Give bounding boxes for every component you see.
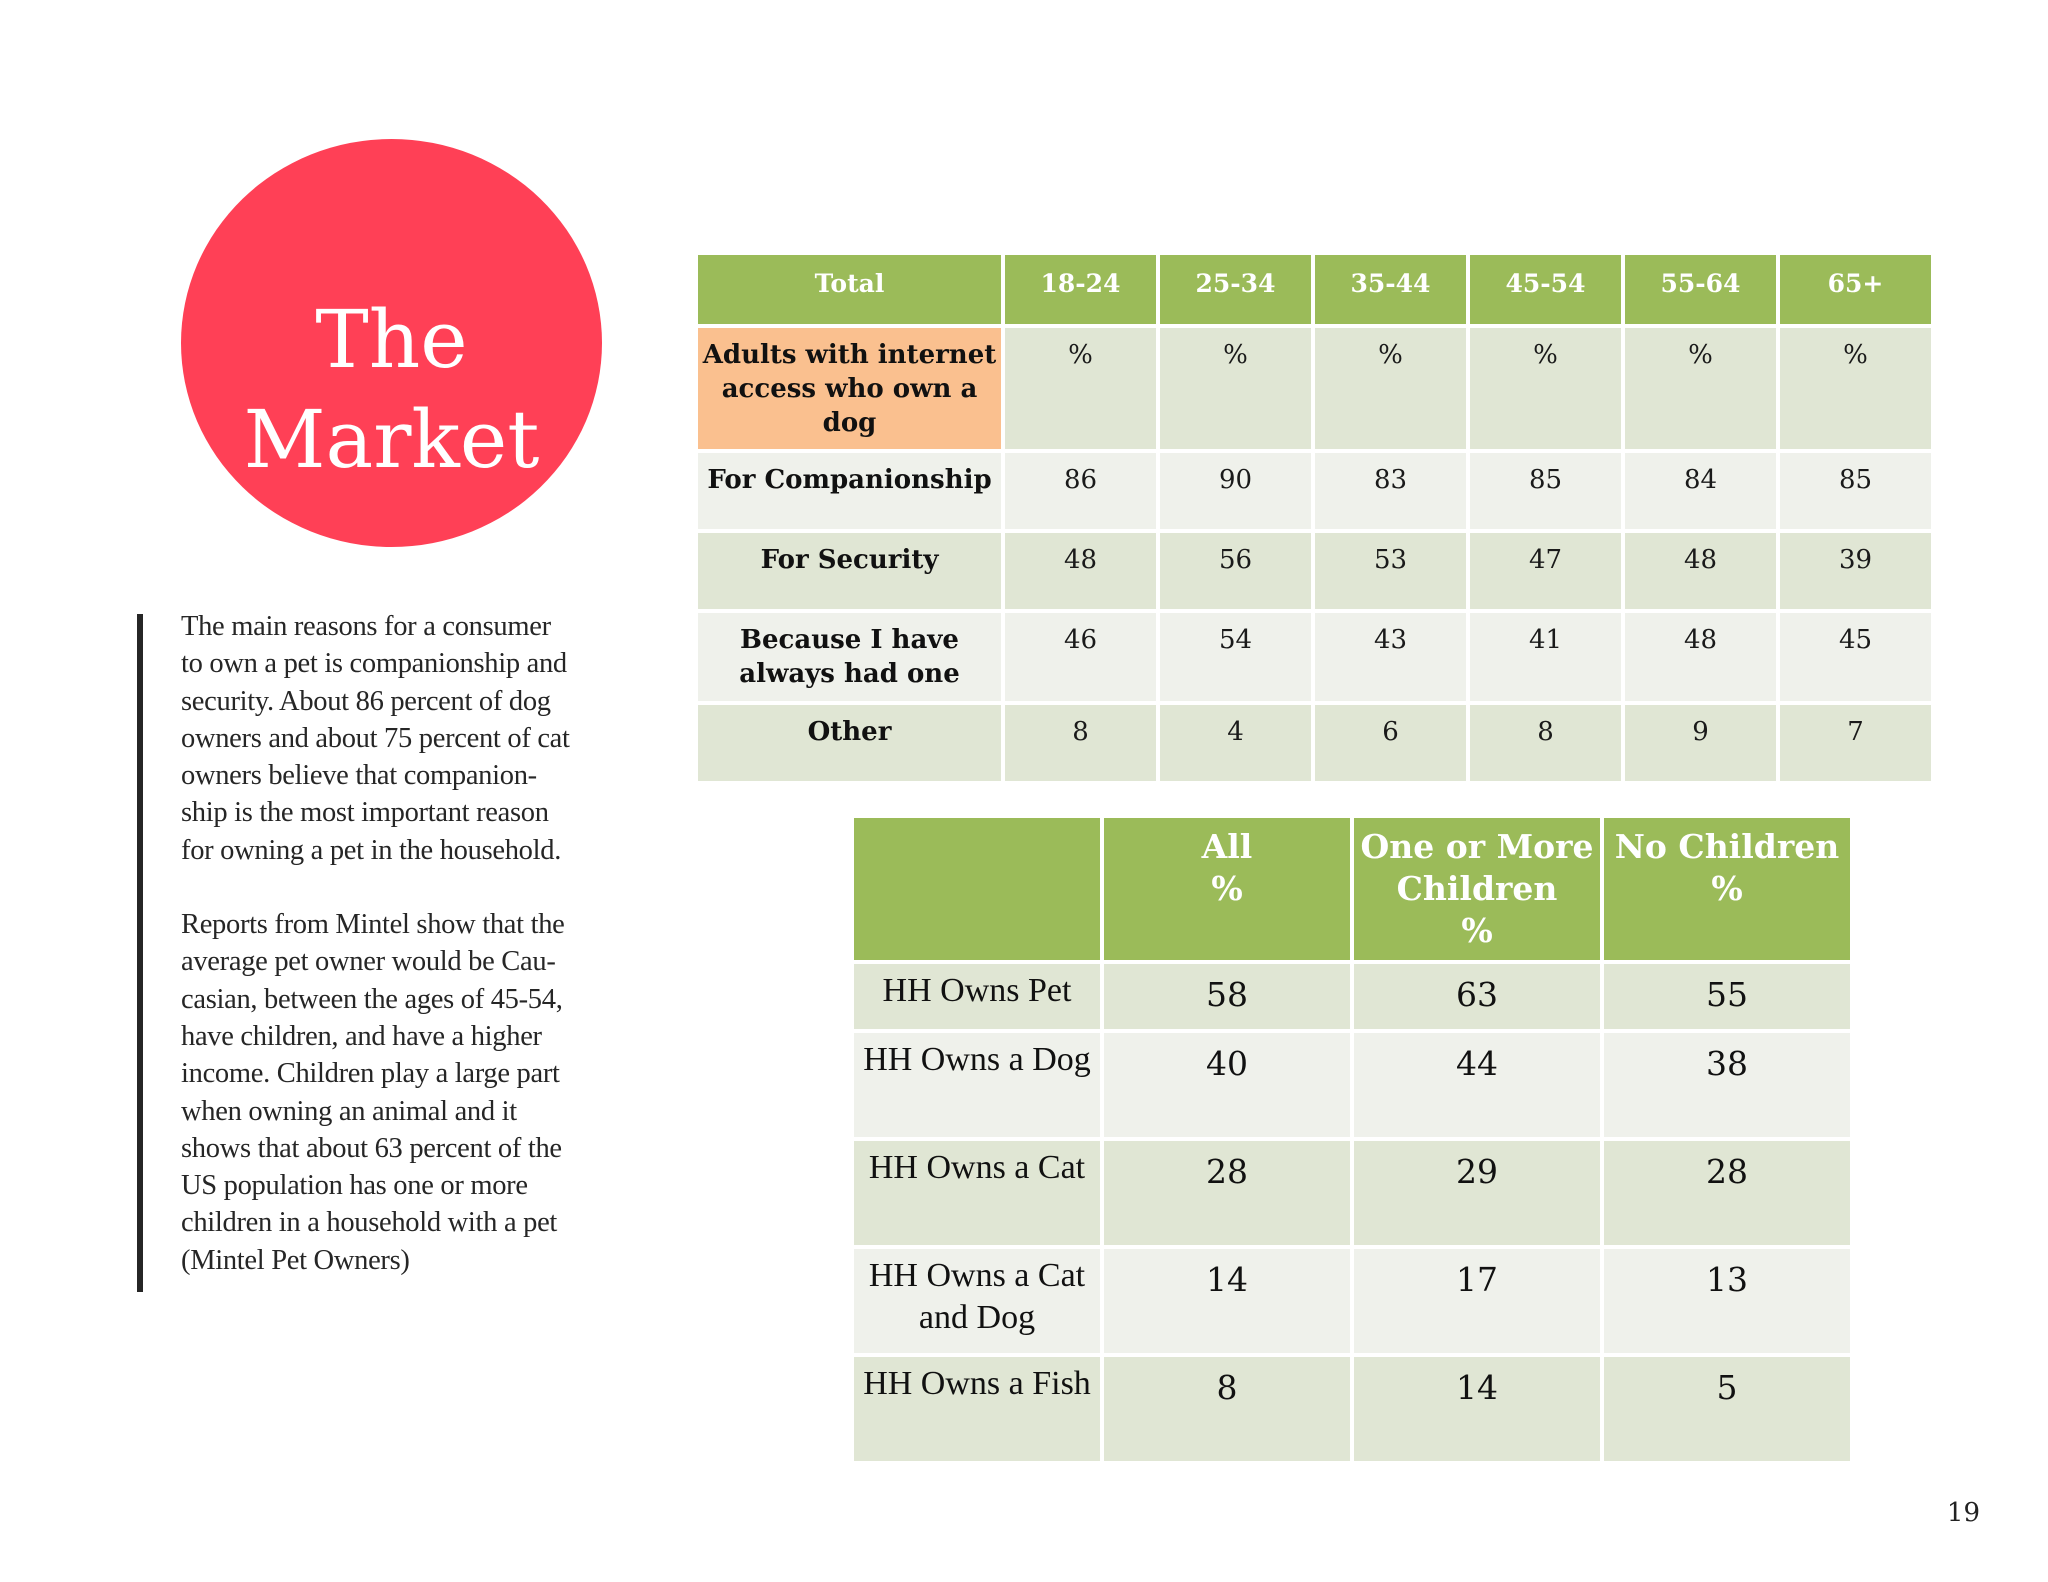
table-cell: 8 bbox=[1470, 705, 1621, 781]
table-cell: 85 bbox=[1780, 453, 1931, 529]
table-cell: 86 bbox=[1005, 453, 1156, 529]
row-label: HH Owns a Cat bbox=[854, 1141, 1100, 1245]
header-cell: 55-64 bbox=[1625, 255, 1776, 324]
table-cell: 84 bbox=[1625, 453, 1776, 529]
table-row: HH Owns Pet 58 63 55 bbox=[854, 964, 1850, 1029]
table-row: HH Owns a Dog 40 44 38 bbox=[854, 1033, 1850, 1137]
header-cell: 45-54 bbox=[1470, 255, 1621, 324]
table-cell: 43 bbox=[1315, 613, 1466, 701]
body-text: The main reasons for a consumer to own a… bbox=[181, 608, 661, 1316]
table-cell: 41 bbox=[1470, 613, 1621, 701]
table-row: HH Owns a Cat 28 29 28 bbox=[854, 1141, 1850, 1245]
row-label: HH Owns a Cat and Dog bbox=[854, 1249, 1100, 1353]
table-cell: 14 bbox=[1354, 1357, 1600, 1461]
table-row: For Security 48 56 53 47 48 39 bbox=[698, 533, 1931, 609]
table-row: Adults with internet access who own a do… bbox=[698, 328, 1931, 449]
table-cell: 5 bbox=[1604, 1357, 1850, 1461]
table-cell: 7 bbox=[1780, 705, 1931, 781]
table-row: Other 8 4 6 8 9 7 bbox=[698, 705, 1931, 781]
table-cell: 13 bbox=[1604, 1249, 1850, 1353]
header-cell: 18-24 bbox=[1005, 255, 1156, 324]
table-cell: 6 bbox=[1315, 705, 1466, 781]
table-cell: 48 bbox=[1625, 613, 1776, 701]
header-cell: 65+ bbox=[1780, 255, 1931, 324]
page-number: 19 bbox=[1946, 1498, 1980, 1528]
body-paragraph-1: The main reasons for a consumer to own a… bbox=[181, 611, 570, 866]
table-cell: 48 bbox=[1625, 533, 1776, 609]
table-cell: 54 bbox=[1160, 613, 1311, 701]
row-label: HH Owns Pet bbox=[854, 964, 1100, 1029]
table-cell: 28 bbox=[1104, 1141, 1350, 1245]
row-label: For Companionship bbox=[698, 453, 1001, 529]
table-cell: 63 bbox=[1354, 964, 1600, 1029]
table-cell: 38 bbox=[1604, 1033, 1850, 1137]
table-cell: 9 bbox=[1625, 705, 1776, 781]
table-cell: 90 bbox=[1160, 453, 1311, 529]
table-cell: % bbox=[1470, 328, 1621, 449]
quote-bar bbox=[137, 614, 143, 1292]
table-cell: % bbox=[1160, 328, 1311, 449]
table-cell: 4 bbox=[1160, 705, 1311, 781]
table-cell: % bbox=[1315, 328, 1466, 449]
title-circle bbox=[181, 139, 602, 547]
row-label: HH Owns a Fish bbox=[854, 1357, 1100, 1461]
table-row: Because I have always had one 46 54 43 4… bbox=[698, 613, 1931, 701]
row-label: Adults with internet access who own a do… bbox=[698, 328, 1001, 449]
table-cell: % bbox=[1625, 328, 1776, 449]
table-row: HH Owns a Fish 8 14 5 bbox=[854, 1357, 1850, 1461]
dog-ownership-table: Total 18-24 25-34 35-44 45-54 55-64 65+ … bbox=[694, 251, 1935, 785]
table-header-row: Total 18-24 25-34 35-44 45-54 55-64 65+ bbox=[698, 255, 1931, 324]
table-cell: 85 bbox=[1470, 453, 1621, 529]
table-cell: 45 bbox=[1780, 613, 1931, 701]
table-cell: 83 bbox=[1315, 453, 1466, 529]
table-cell: 8 bbox=[1005, 705, 1156, 781]
table-cell: % bbox=[1005, 328, 1156, 449]
table-row: HH Owns a Cat and Dog 14 17 13 bbox=[854, 1249, 1850, 1353]
row-label: For Security bbox=[698, 533, 1001, 609]
table-cell: 58 bbox=[1104, 964, 1350, 1029]
table-cell: 17 bbox=[1354, 1249, 1600, 1353]
table-cell: 53 bbox=[1315, 533, 1466, 609]
table-cell: % bbox=[1780, 328, 1931, 449]
table-cell: 48 bbox=[1005, 533, 1156, 609]
header-cell: 35-44 bbox=[1315, 255, 1466, 324]
table-cell: 56 bbox=[1160, 533, 1311, 609]
row-label: Because I have always had one bbox=[698, 613, 1001, 701]
header-cell: No Children % bbox=[1604, 818, 1850, 960]
table-cell: 39 bbox=[1780, 533, 1931, 609]
table-cell: 44 bbox=[1354, 1033, 1600, 1137]
table-cell: 29 bbox=[1354, 1141, 1600, 1245]
table-cell: 47 bbox=[1470, 533, 1621, 609]
header-cell: 25-34 bbox=[1160, 255, 1311, 324]
header-cell: One or More Children % bbox=[1354, 818, 1600, 960]
table-cell: 14 bbox=[1104, 1249, 1350, 1353]
row-label: HH Owns a Dog bbox=[854, 1033, 1100, 1137]
table-header-row: All % One or More Children % No Children… bbox=[854, 818, 1850, 960]
table-cell: 28 bbox=[1604, 1141, 1850, 1245]
table-cell: 55 bbox=[1604, 964, 1850, 1029]
table-cell: 46 bbox=[1005, 613, 1156, 701]
household-pet-table: All % One or More Children % No Children… bbox=[850, 814, 1854, 1465]
table-row: For Companionship 86 90 83 85 84 85 bbox=[698, 453, 1931, 529]
row-label: Other bbox=[698, 705, 1001, 781]
table-cell: 8 bbox=[1104, 1357, 1350, 1461]
body-paragraph-2: Reports from Mintel show that the averag… bbox=[181, 909, 565, 1276]
page-title: The Market bbox=[243, 293, 540, 486]
table-cell: 40 bbox=[1104, 1033, 1350, 1137]
header-cell: All % bbox=[1104, 818, 1350, 960]
header-cell: Total bbox=[698, 255, 1001, 324]
header-cell bbox=[854, 818, 1100, 960]
